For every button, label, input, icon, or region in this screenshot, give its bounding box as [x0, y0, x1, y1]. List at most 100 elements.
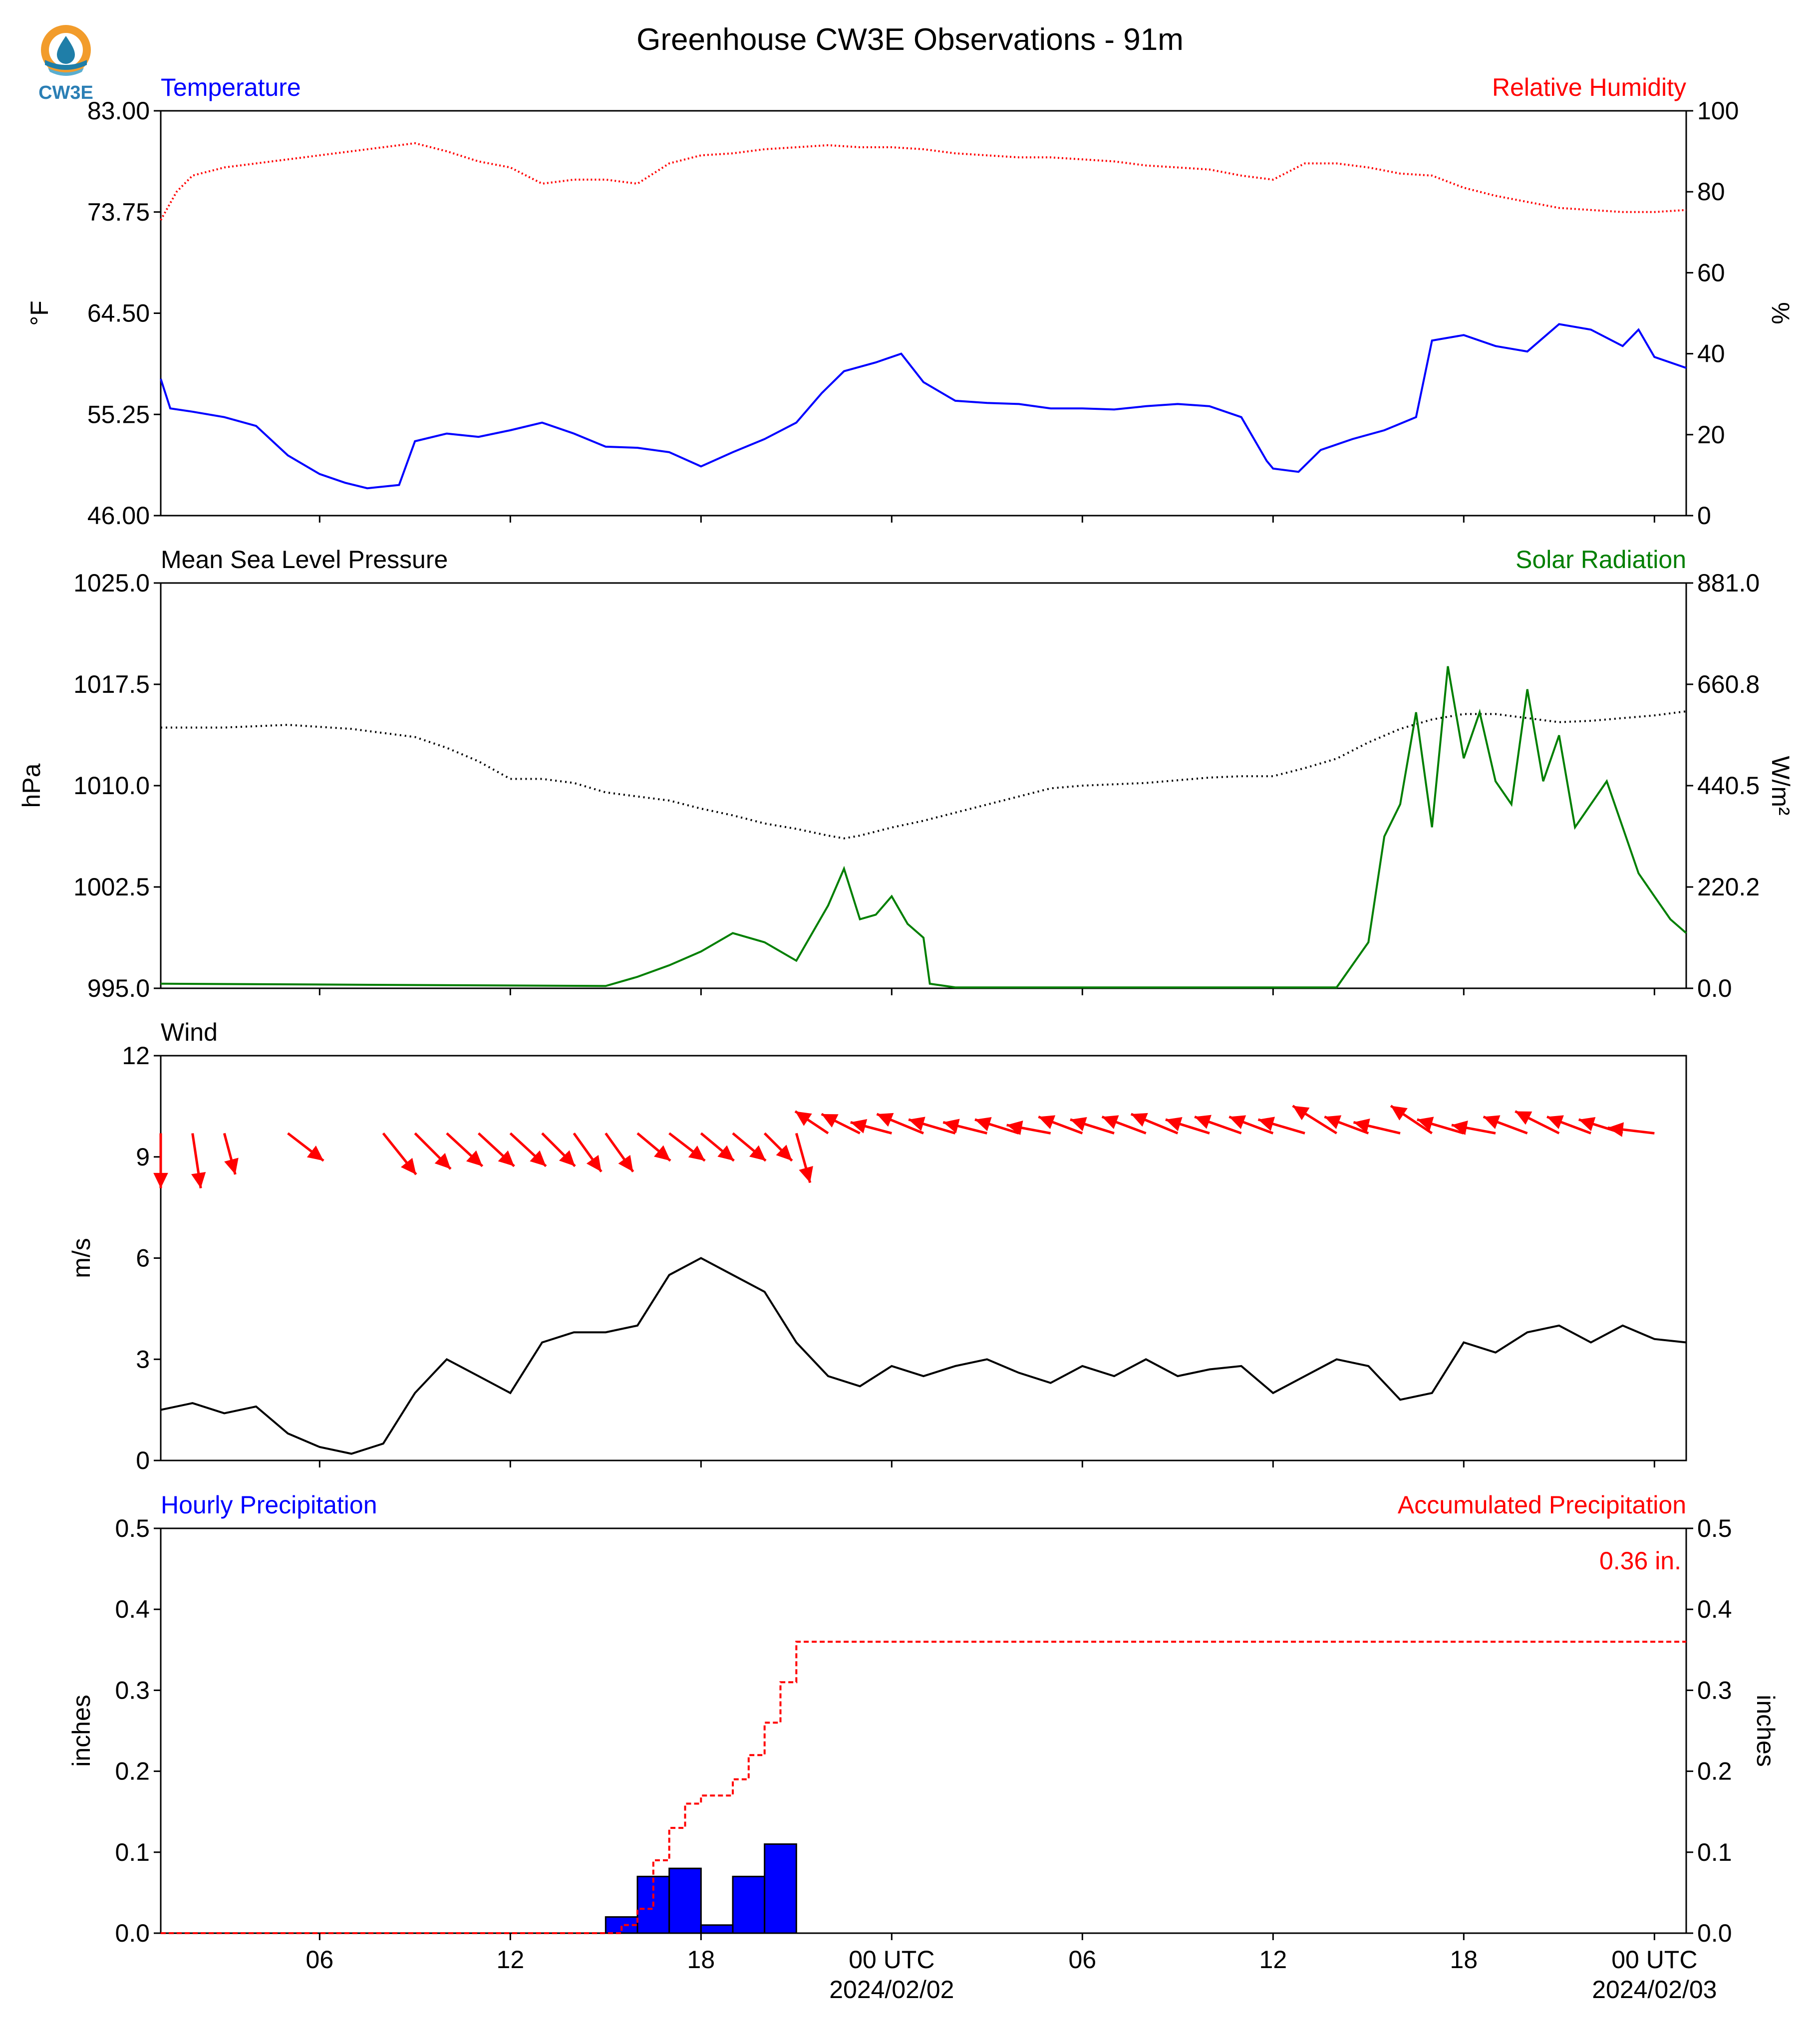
precip-bar [668, 1867, 702, 1934]
y2-tick-label: 60 [1697, 259, 1725, 287]
y2-tick-label: 220.2 [1697, 873, 1760, 901]
precip-bar [700, 1924, 734, 1934]
logo-text: CW3E [38, 82, 93, 103]
wind-arrow-head [530, 1150, 546, 1166]
panel-left-label: Wind [161, 1018, 218, 1046]
wind-arrow-head [776, 1145, 792, 1161]
wind-arrow-head [821, 1114, 839, 1128]
wind-arrow-head [1292, 1106, 1310, 1121]
y2-tick-label: 0 [1697, 502, 1711, 530]
wind-arrow-head [909, 1117, 925, 1131]
y-tick-label: 9 [136, 1143, 150, 1171]
series-line [160, 142, 1687, 221]
logo-drop [57, 36, 75, 64]
y2-tick-label: 881.0 [1697, 569, 1760, 597]
panel-4: 0.0 0.1 0.2 0.3 0.4 0.5 0.0 0.1 0.2 0.3 0.4 0.5 inch… [67, 1491, 1780, 1947]
y-tick-label: 6 [136, 1244, 150, 1272]
y2-tick-label: 100 [1697, 97, 1739, 125]
y-tick-label: 0 [136, 1447, 150, 1474]
x-tick-label: 12 [1259, 1946, 1287, 1974]
y2-axis-label: W/m² [1767, 756, 1795, 815]
panel-right-label: Accumulated Precipitation [1398, 1491, 1686, 1519]
y2-tick-label: 0.0 [1697, 974, 1732, 1002]
x-tick-label: 00 UTC [849, 1946, 934, 1974]
series-line [160, 323, 1687, 490]
wind-arrow-head [1353, 1119, 1370, 1133]
y-tick-label: 0.5 [115, 1514, 150, 1542]
wind-arrow-head [688, 1146, 705, 1161]
y-tick-label: 1010.0 [73, 772, 150, 800]
y2-tick-label: 0.0 [1697, 1919, 1732, 1947]
y-tick-label: 1002.5 [73, 873, 150, 901]
wind-arrow-head [1102, 1115, 1119, 1130]
wind-arrow-head [943, 1119, 960, 1134]
wind-arrow-head [1515, 1111, 1532, 1125]
wind-arrow-head [975, 1117, 992, 1132]
precip-bar [732, 1875, 766, 1934]
wind-arrow-head [1166, 1117, 1183, 1132]
y-axis-label: °F [25, 300, 53, 326]
y-tick-label: 46.00 [87, 502, 150, 530]
y-tick-label: 0.4 [115, 1595, 150, 1623]
y-tick-label: 1017.5 [73, 670, 150, 698]
wind-arrow-head [795, 1111, 812, 1126]
y-tick-label: 3 [136, 1345, 150, 1373]
panel-left-label: Hourly Precipitation [161, 1491, 377, 1519]
x-tick-label: 00 UTC [1611, 1946, 1697, 1974]
panel-right-label: Solar Radiation [1516, 546, 1686, 574]
wind-arrow-head [799, 1165, 813, 1183]
y2-tick-label: 0.4 [1697, 1595, 1732, 1623]
x-tick-label: 06 [306, 1946, 334, 1974]
y-tick-label: 0.2 [115, 1757, 150, 1785]
x-tick-label: 12 [497, 1946, 525, 1974]
x-tick-label: 06 [1069, 1946, 1097, 1974]
panel-left-label: Temperature [161, 73, 301, 101]
x-date-label: 2024/02/03 [1592, 1976, 1717, 2004]
wind-arrow-head [153, 1172, 168, 1188]
wind-arrow-head [1607, 1122, 1624, 1137]
precip-bar [764, 1843, 797, 1934]
wind-arrow-head [1324, 1115, 1342, 1130]
plot-frame [160, 110, 1687, 517]
panel-left-label: Mean Sea Level Pressure [161, 546, 448, 574]
cw3e-drop-logo-icon: CW3E [38, 25, 93, 103]
series-line [160, 1257, 1687, 1455]
wind-arrow-head [1578, 1117, 1596, 1132]
wind-arrow-head [877, 1113, 894, 1127]
wind-arrow-head [1258, 1117, 1275, 1131]
y-tick-label: 83.00 [87, 97, 150, 125]
panel-1: 46.00 55.25 64.50 73.75 83.00 0 20 40 60 80 100 °F%… [25, 73, 1795, 530]
wind-arrow-head [498, 1150, 515, 1166]
y2-axis-label: inches [1752, 1695, 1780, 1767]
x-tick-label: 18 [687, 1946, 715, 1974]
wind-arrow-head [559, 1150, 575, 1166]
wind-arrow-head [1452, 1121, 1468, 1136]
accumulated-total-label: 0.36 in. [1599, 1547, 1681, 1575]
y2-tick-label: 80 [1697, 178, 1725, 206]
y-tick-label: 1025.0 [73, 569, 150, 597]
y2-tick-label: 20 [1697, 421, 1725, 449]
x-tick-label: 18 [1450, 1946, 1478, 1974]
wind-arrow-head [1391, 1106, 1408, 1121]
wind-arrow-head [717, 1145, 734, 1161]
wind-arrow-head [654, 1145, 670, 1161]
series-line [160, 666, 1687, 989]
y-tick-label: 0.0 [115, 1919, 150, 1947]
wind-arrow-head [466, 1150, 483, 1166]
plot-frame [160, 1527, 1687, 1934]
cw3e-logo: CW3E [31, 19, 101, 104]
y-axis-label: hPa [17, 763, 45, 808]
wind-arrow-head [749, 1145, 766, 1161]
y2-tick-label: 660.8 [1697, 670, 1760, 698]
y-axis-label: m/s [67, 1238, 95, 1278]
wind-arrow-head [1038, 1115, 1056, 1130]
wind-arrow-head [1131, 1113, 1148, 1127]
y-tick-label: 0.1 [115, 1838, 150, 1866]
panel-3: 0 3 6 9 12 m/s Wind [67, 1018, 1687, 1474]
panel-right-label: Relative Humidity [1492, 73, 1686, 101]
y-tick-label: 55.25 [87, 400, 150, 428]
y2-tick-label: 0.2 [1697, 1757, 1732, 1785]
wind-arrow-head [1547, 1115, 1564, 1130]
